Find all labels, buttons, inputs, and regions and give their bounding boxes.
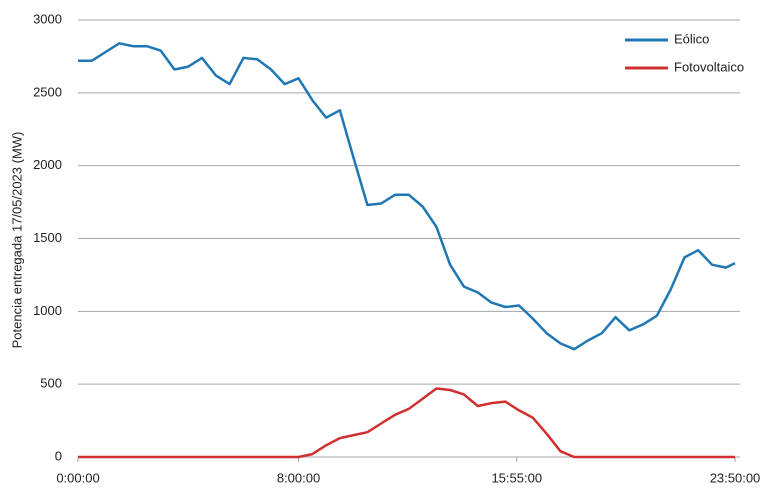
x-tick-label: 23:50:00 (710, 470, 761, 485)
legend-label: Eólico (674, 31, 709, 46)
y-tick-label: 2500 (33, 84, 62, 99)
y-tick-label: 3000 (33, 11, 62, 26)
series-line (78, 42, 736, 351)
y-tick-label: 1500 (33, 230, 62, 245)
y-tick-label: 0 (55, 448, 62, 463)
y-tick-label: 2000 (33, 157, 62, 172)
x-tick-label: 0:00:00 (56, 470, 99, 485)
y-tick-label: 500 (40, 376, 62, 391)
series-line (78, 387, 735, 459)
x-tick-label: 15:55:00 (491, 470, 542, 485)
y-tick-label: 1000 (33, 303, 62, 318)
y-axis-label: Potencia entregada 17/05/2023 (MW) (9, 132, 24, 349)
legend-label: Fotovoltaico (674, 59, 744, 74)
x-tick-label: 8:00:00 (277, 470, 320, 485)
